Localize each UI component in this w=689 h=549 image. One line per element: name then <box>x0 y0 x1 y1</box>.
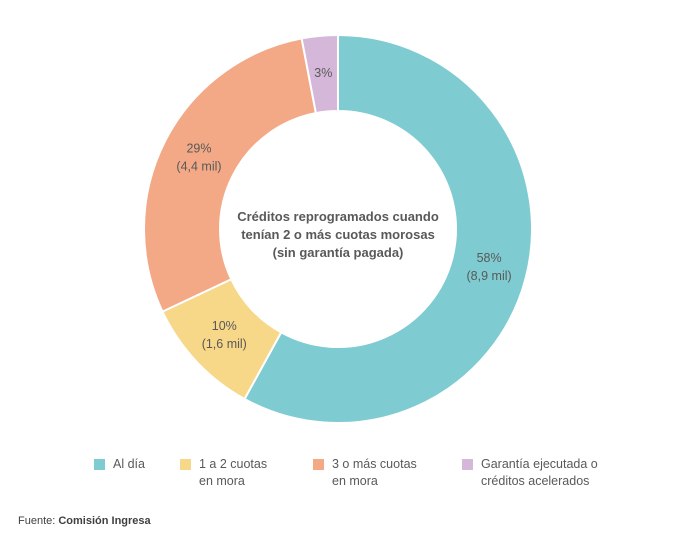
slice-pct-label-2: 29% <box>186 141 211 155</box>
slice-pct-label-0: 58% <box>477 251 502 265</box>
legend-item-1-a-2-cuotas: 1 a 2 cuotas en mora <box>180 456 267 490</box>
slice-pct-label-3: 3% <box>314 66 332 80</box>
slice-amount-label-0: (8,9 mil) <box>467 269 512 283</box>
legend-label-3-o-mas-cuotas: 3 o más cuotas en mora <box>332 457 417 488</box>
center-title-line-3: (sin garantía pagada) <box>272 245 404 260</box>
legend-item-3-o-mas-cuotas: 3 o más cuotas en mora <box>313 456 417 490</box>
source-name: Comisión Ingresa <box>58 515 151 527</box>
legend-swatch-garantia-ejecutada <box>462 459 473 470</box>
legend-label-garantia-ejecutada: Garantía ejecutada o créditos acelerados <box>481 457 598 488</box>
center-title-line-1: Créditos reprogramados cuando <box>237 209 439 224</box>
source-note: Fuente: Comisión Ingresa <box>18 515 151 527</box>
legend-swatch-al-dia <box>94 459 105 470</box>
chart-center-title: Créditos reprogramados cuando tenían 2 o… <box>218 208 458 262</box>
legend-swatch-3-o-mas-cuotas <box>313 459 324 470</box>
center-title-line-2: tenían 2 o más cuotas morosas <box>241 227 435 242</box>
legend-item-garantia-ejecutada: Garantía ejecutada o créditos acelerados <box>462 456 598 490</box>
donut-slice-3 <box>300 33 339 115</box>
legend-label-al-dia: Al día <box>113 457 145 471</box>
legend-label-1-a-2-cuotas: 1 a 2 cuotas en mora <box>199 457 268 488</box>
slice-amount-label-1: (1,6 mil) <box>202 337 247 351</box>
legend-swatch-1-a-2-cuotas <box>180 459 191 470</box>
donut-slice-0 <box>243 33 533 424</box>
legend-item-al-dia: Al día <box>94 456 145 473</box>
donut-slice-2 <box>143 37 318 313</box>
source-prefix: Fuente: <box>18 515 59 527</box>
slice-pct-label-1: 10% <box>212 319 237 333</box>
slice-amount-label-2: (4,4 mil) <box>176 159 221 173</box>
